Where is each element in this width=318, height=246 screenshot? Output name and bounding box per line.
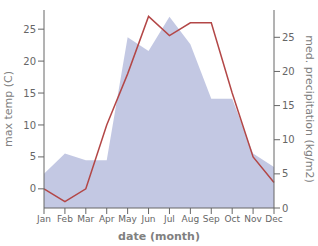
- svg-text:Mar: Mar: [77, 214, 94, 224]
- svg-text:Jan: Jan: [36, 214, 51, 224]
- svg-text:15: 15: [282, 100, 295, 111]
- svg-text:5: 5: [282, 168, 288, 179]
- svg-text:Oct: Oct: [224, 214, 240, 224]
- svg-text:Dec: Dec: [265, 214, 282, 224]
- svg-text:10: 10: [282, 134, 295, 145]
- svg-text:0: 0: [30, 183, 36, 194]
- svg-text:25: 25: [282, 32, 295, 43]
- svg-text:15: 15: [23, 88, 36, 99]
- svg-text:Jul: Jul: [163, 214, 175, 224]
- svg-text:20: 20: [23, 56, 36, 67]
- svg-text:25: 25: [23, 24, 36, 35]
- svg-text:Apr: Apr: [99, 214, 115, 224]
- svg-text:Aug: Aug: [182, 214, 200, 224]
- svg-text:Nov: Nov: [244, 214, 262, 224]
- svg-text:max temp (C): max temp (C): [8, 71, 15, 147]
- svg-text:5: 5: [30, 151, 36, 162]
- svg-text:med. precipitation (kg/m2): med. precipitation (kg/m2): [303, 35, 310, 183]
- svg-text:Feb: Feb: [57, 214, 73, 224]
- svg-text:May: May: [118, 214, 137, 224]
- svg-text:10: 10: [23, 120, 36, 131]
- svg-text:Jun: Jun: [141, 214, 156, 224]
- svg-text:date (month): date (month): [118, 230, 200, 243]
- svg-text:0: 0: [282, 203, 288, 214]
- svg-text:Sep: Sep: [203, 214, 220, 224]
- svg-text:20: 20: [282, 66, 295, 77]
